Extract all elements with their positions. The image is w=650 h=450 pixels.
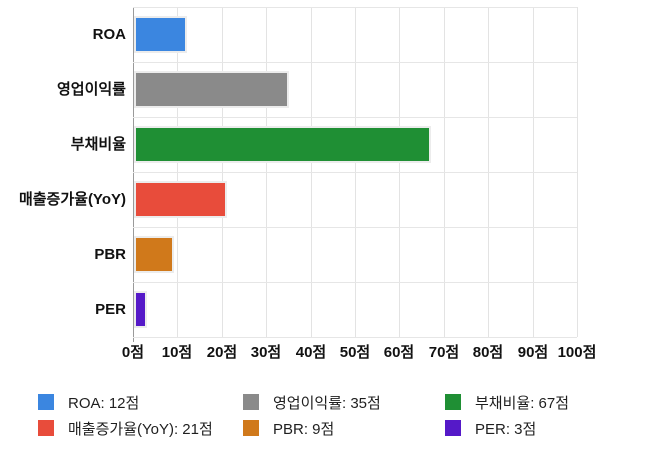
horizontal-gridline xyxy=(133,7,577,8)
x-axis-tick-label: 0점 xyxy=(121,344,145,361)
bar-roa[interactable] xyxy=(134,16,187,53)
horizontal-gridline xyxy=(133,282,577,283)
y-axis-label-pbr: PBR xyxy=(94,246,126,263)
horizontal-gridline xyxy=(133,62,577,63)
x-axis-tick-label: 90점 xyxy=(517,344,549,361)
horizontal-gridline xyxy=(133,337,577,338)
bar-per[interactable] xyxy=(134,291,147,328)
legend-swatch-icon xyxy=(243,394,259,410)
y-axis-label-roa: ROA xyxy=(92,26,126,43)
y-axis-label-debt-ratio: 부채비율 xyxy=(70,136,126,153)
horizontal-gridline xyxy=(133,227,577,228)
legend-swatch-icon xyxy=(445,420,461,436)
bar-revenue-growth-yoy[interactable] xyxy=(134,181,227,218)
bar-debt-ratio[interactable] xyxy=(134,126,431,163)
legend-label: 영업이익률: 35점 xyxy=(273,394,381,412)
horizontal-gridline xyxy=(133,117,577,118)
legend-item-operating-margin[interactable]: 영업이익률: 35점 xyxy=(243,393,381,412)
legend-item-debt-ratio[interactable]: 부채비율: 67점 xyxy=(445,393,570,412)
legend-item-pbr[interactable]: PBR: 9점 xyxy=(243,419,335,438)
legend-item-per[interactable]: PER: 3점 xyxy=(445,419,537,438)
x-axis-tick-label: 100점 xyxy=(557,344,597,361)
y-axis-label-operating-margin: 영업이익률 xyxy=(56,81,126,98)
legend-label: 매출증가율(YoY): 21점 xyxy=(68,420,213,438)
legend-label: ROA: 12점 xyxy=(68,394,140,412)
legend-swatch-icon xyxy=(243,420,259,436)
x-axis-tick-label: 50점 xyxy=(339,344,371,361)
x-axis-tick-label: 70점 xyxy=(428,344,460,361)
legend-item-revenue-growth-yoy[interactable]: 매출증가율(YoY): 21점 xyxy=(38,419,213,438)
x-axis-tick-label: 80점 xyxy=(472,344,504,361)
legend-label: PBR: 9점 xyxy=(273,420,335,438)
y-axis-line xyxy=(133,7,134,342)
x-axis-tick-label: 10점 xyxy=(161,344,193,361)
horizontal-gridline xyxy=(133,172,577,173)
plot-area xyxy=(133,7,578,342)
x-axis-tick-label: 20점 xyxy=(206,344,238,361)
bar-operating-margin[interactable] xyxy=(134,71,289,108)
x-axis-tick-label: 60점 xyxy=(383,344,415,361)
legend-label: PER: 3점 xyxy=(475,420,537,438)
legend-swatch-icon xyxy=(38,394,54,410)
vertical-gridline xyxy=(577,7,578,337)
y-axis-label-revenue-growth-yoy: 매출증가율(YoY) xyxy=(18,191,126,208)
bar-pbr[interactable] xyxy=(134,236,174,273)
legend-swatch-icon xyxy=(38,420,54,436)
y-axis-label-per: PER xyxy=(95,301,126,318)
legend-label: 부채비율: 67점 xyxy=(475,394,570,412)
x-axis-tick-label: 30점 xyxy=(250,344,282,361)
x-axis-tick-label: 40점 xyxy=(295,344,327,361)
legend-swatch-icon xyxy=(445,394,461,410)
legend-item-roa[interactable]: ROA: 12점 xyxy=(38,393,140,412)
